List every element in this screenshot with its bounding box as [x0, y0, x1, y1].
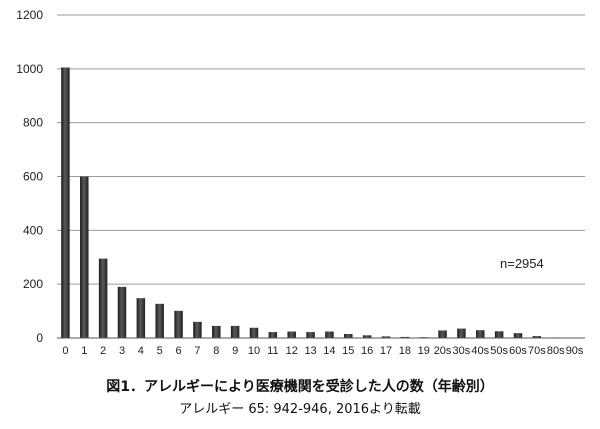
x-tick-label: 11	[267, 345, 278, 357]
x-tick-label: 19	[418, 345, 430, 357]
bars	[61, 67, 579, 339]
gridlines	[57, 14, 585, 285]
x-tick-label: 3	[119, 345, 125, 357]
bar-4	[136, 298, 146, 338]
bar-8	[212, 325, 221, 338]
x-tick-label: 0	[62, 345, 68, 357]
x-tick-label: 60s	[509, 345, 527, 357]
x-tick-label: 80s	[547, 345, 565, 357]
x-tick-label: 50s	[490, 345, 508, 357]
bar-18	[400, 336, 410, 338]
figure-caption-title: 図1．アレルギーにより医療機関を受診した人の数（年齢別）	[106, 379, 494, 395]
x-tick-label: 15	[342, 345, 354, 357]
bar-50s	[494, 331, 504, 338]
bar-17	[381, 336, 391, 338]
y-tick-label: 1200	[16, 8, 43, 22]
bar-6	[174, 310, 183, 338]
bar-1	[80, 176, 89, 338]
y-axis-tick-labels: 0 200 400 600 800 1000 1200	[16, 8, 43, 345]
x-tick-label: 10	[248, 345, 260, 357]
bar-11	[268, 332, 278, 338]
x-tick-label: 70s	[528, 345, 546, 357]
x-tick-label: 18	[399, 345, 411, 357]
bar-0	[61, 67, 70, 339]
bar-14	[325, 331, 334, 338]
x-tick-label: 13	[304, 345, 316, 357]
y-tick-label: 600	[23, 170, 43, 184]
x-tick-label: 2	[100, 345, 106, 357]
y-tick-label: 400	[23, 223, 43, 237]
bar-12	[287, 331, 296, 338]
x-tick-label: 16	[361, 345, 373, 357]
x-tick-label: 30s	[453, 345, 471, 357]
y-tick-label: 1000	[16, 62, 43, 76]
x-tick-label: 9	[232, 345, 238, 357]
bar-30s	[457, 328, 466, 338]
x-tick-label: 1	[81, 345, 87, 357]
x-axis-tick-labels: 0 1 2 3 4 5 6 7 8 9 10 11 12 13 14 15 16 17 18 19 20s 30s 40s 5…	[62, 345, 584, 357]
bar-16	[362, 335, 372, 338]
x-tick-label: 4	[138, 345, 144, 357]
x-tick-label: 7	[194, 345, 200, 357]
bar-13	[306, 332, 315, 338]
sample-size-annotation: n=2954	[500, 256, 544, 271]
bar-40s	[476, 330, 485, 338]
bar-70s	[532, 336, 542, 338]
x-tick-label: 12	[286, 345, 298, 357]
y-tick-label: 200	[23, 277, 43, 291]
bar-7	[193, 321, 202, 338]
figure-caption-source: アレルギー 65: 942-946, 2016より転載	[179, 402, 421, 417]
x-tick-label: 90s	[566, 345, 584, 357]
x-tick-label: 14	[323, 345, 335, 357]
x-tick-label: 40s	[471, 345, 489, 357]
x-tick-label: 5	[157, 345, 163, 357]
bar-10	[249, 327, 259, 338]
bar-9	[230, 325, 240, 338]
bar-15	[344, 333, 353, 338]
x-tick-label: 20s	[434, 345, 452, 357]
y-tick-label: 800	[23, 116, 43, 130]
bar-60s	[513, 333, 523, 338]
bar-5	[155, 303, 164, 338]
y-tick-label: 0	[36, 331, 43, 345]
x-tick-label: 17	[380, 345, 392, 357]
x-tick-label: 8	[213, 345, 219, 357]
bar-20s	[438, 330, 447, 338]
bar-2	[98, 258, 108, 338]
bar-3	[117, 286, 127, 338]
x-tick-label: 6	[176, 345, 182, 357]
